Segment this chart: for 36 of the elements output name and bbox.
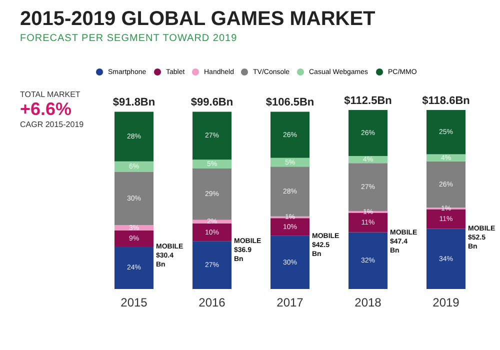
bar: [270, 218, 310, 236]
chart-title: 2015-2019 GLOBAL GAMES MARKET: [20, 8, 376, 31]
bar: [426, 209, 466, 229]
bar: [192, 160, 232, 168]
x-tick-label: 2018: [354, 296, 382, 310]
bar: [114, 246, 154, 289]
bar: [114, 112, 154, 162]
bar: [192, 112, 232, 160]
x-tick-label: 2019: [432, 296, 460, 310]
bar: [114, 172, 154, 226]
bar: [348, 163, 388, 211]
bar: [348, 232, 388, 289]
bar: [114, 230, 154, 246]
annotation: $118.6Bn: [422, 94, 470, 107]
annotation: $112.5Bn: [344, 94, 392, 107]
bar: [270, 236, 310, 289]
bar: [192, 168, 232, 220]
annotation: $91.8Bn: [112, 96, 156, 109]
x-tick-label: 2016: [198, 296, 226, 310]
bar: [426, 161, 466, 208]
annotation: $106.5Bn: [266, 96, 314, 109]
x-tick-label: 2017: [276, 296, 304, 310]
text: TOTAL MARKET: [20, 90, 82, 99]
chart-subtitle: FORECAST PER SEGMENT TOWARD 2019: [20, 33, 238, 44]
bar: [270, 112, 310, 158]
text: CAGR 2015-2019: [20, 120, 84, 129]
annotation: $99.6Bn: [190, 96, 234, 109]
bar: [192, 241, 232, 289]
bar: [348, 212, 388, 232]
bar: [426, 110, 466, 154]
bar: [426, 228, 466, 289]
bar: [348, 110, 388, 156]
bar: [114, 161, 154, 172]
bar: [192, 223, 232, 242]
x-tick-label: 2015: [120, 296, 148, 310]
text: +6.6%: [20, 99, 73, 120]
